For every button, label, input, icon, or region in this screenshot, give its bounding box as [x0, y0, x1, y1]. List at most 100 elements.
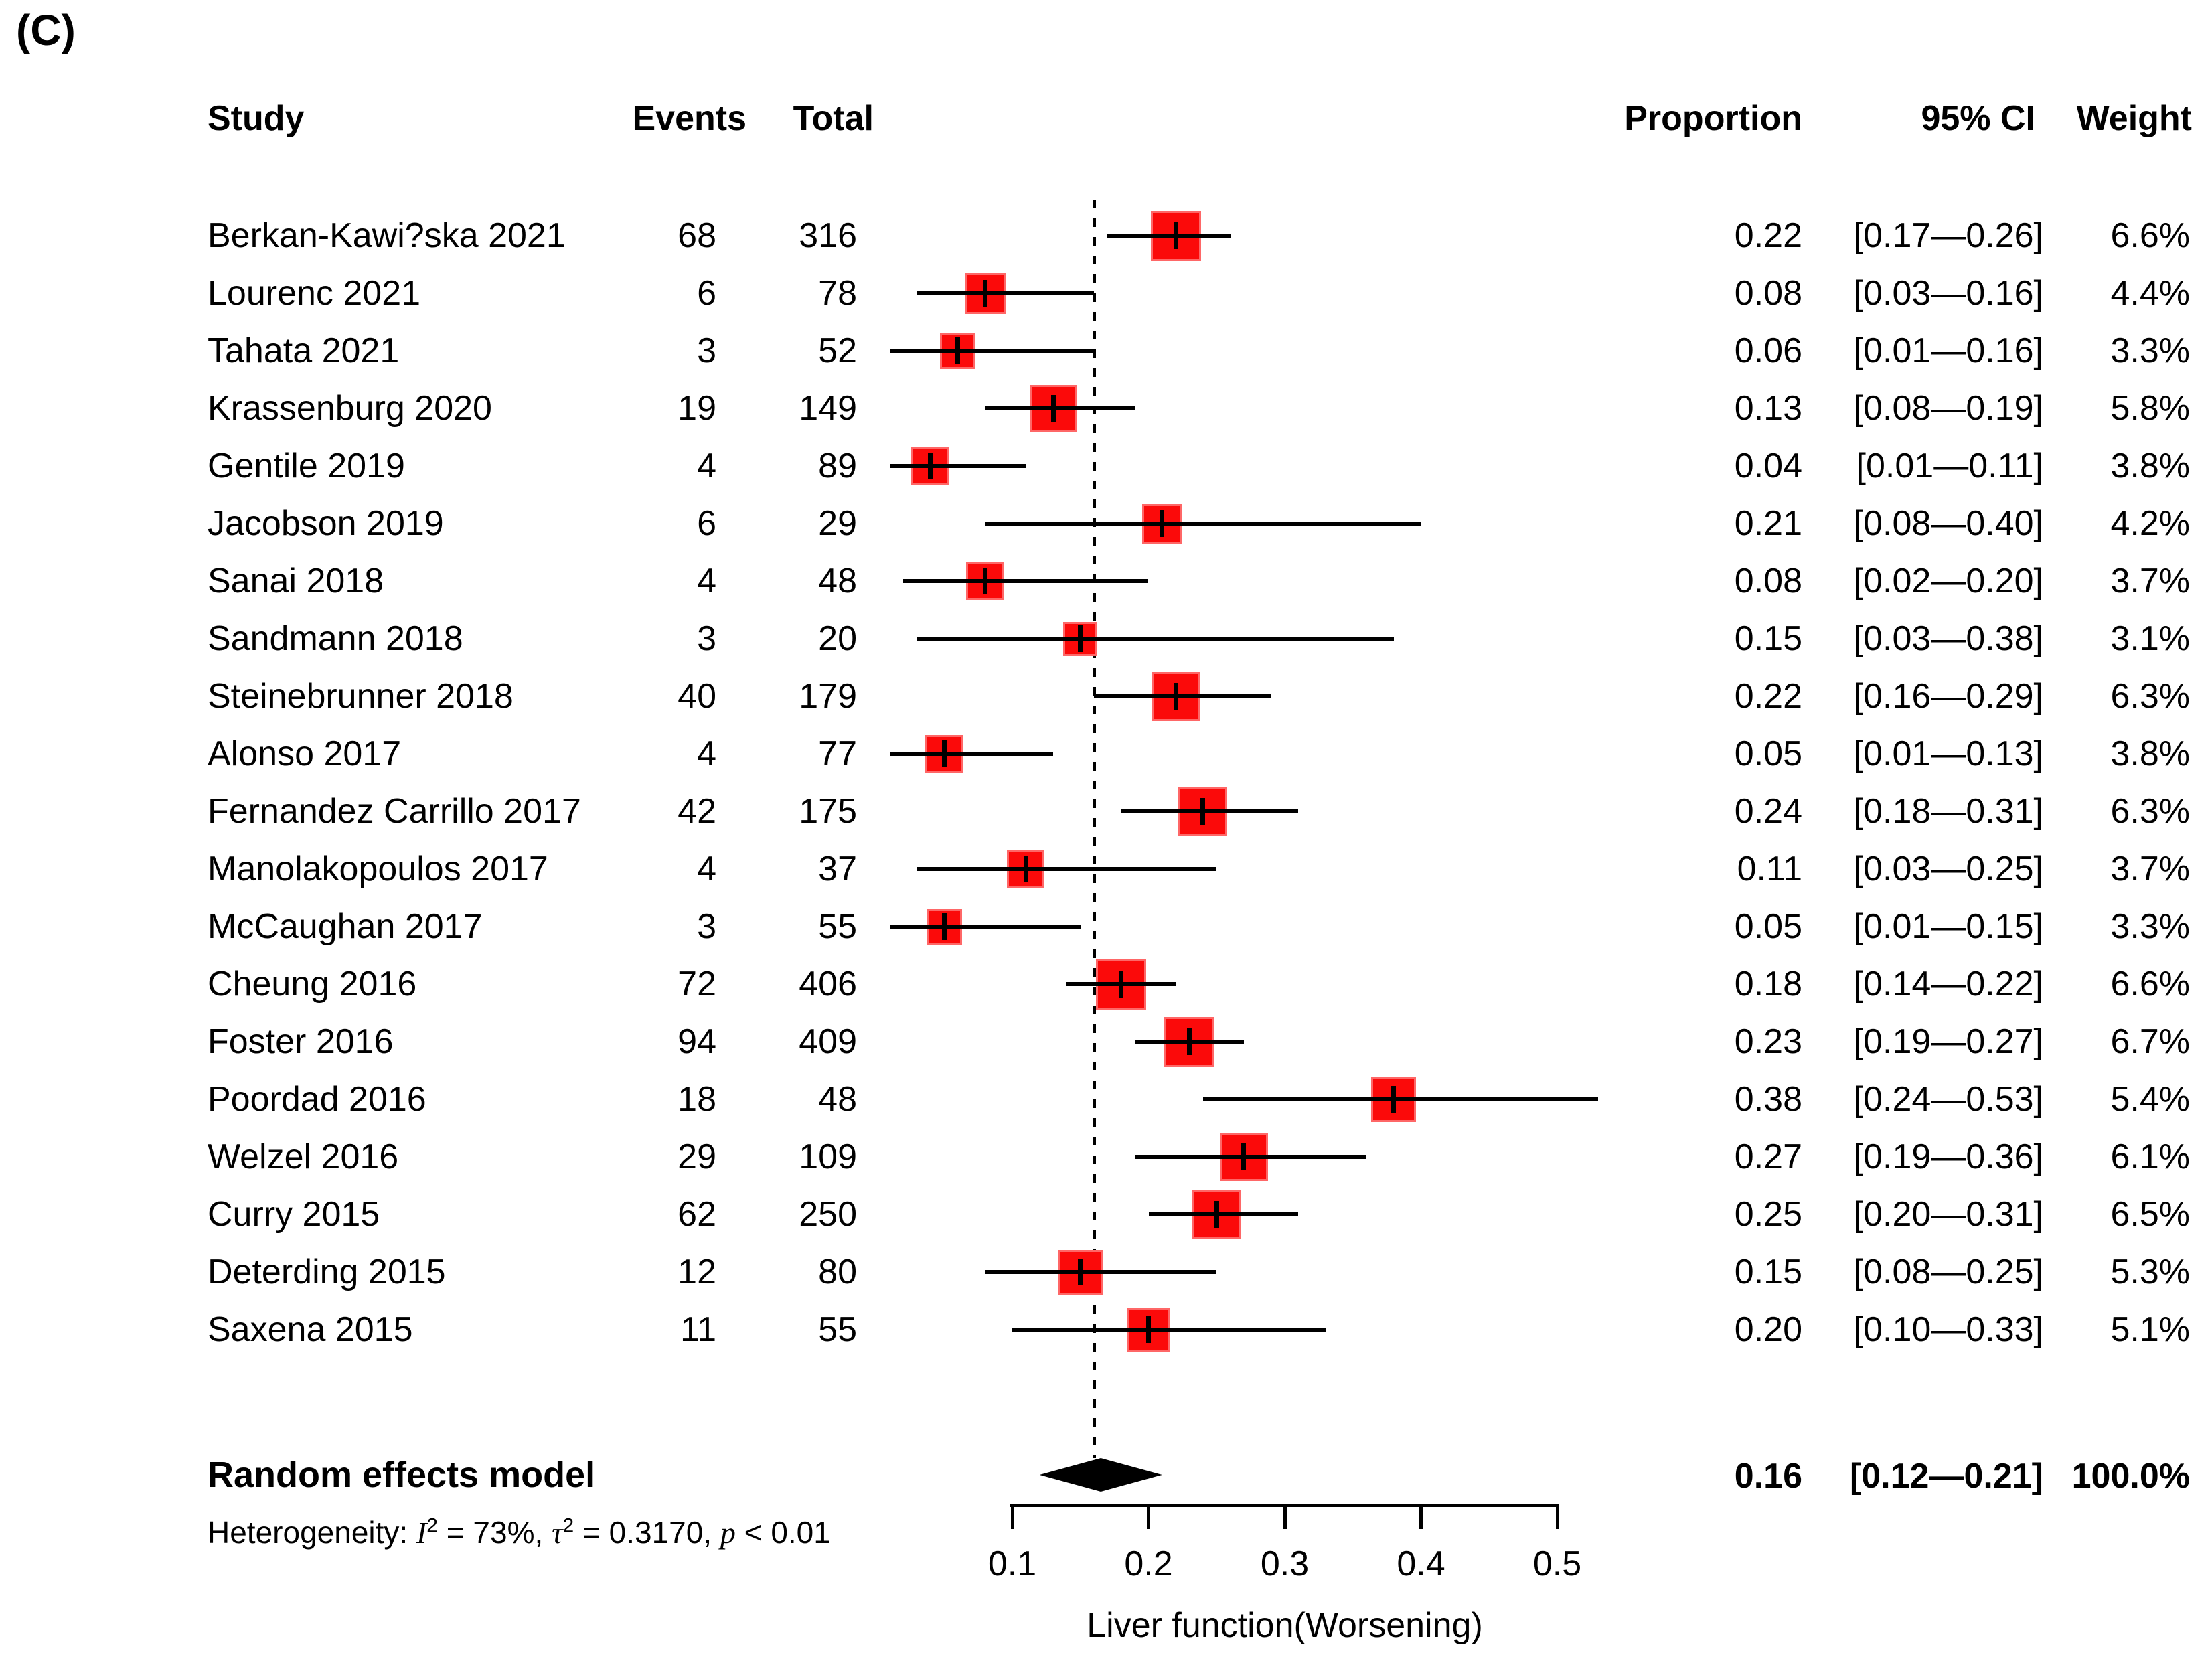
study-weight: 6.3% [2110, 792, 2190, 831]
study-ci: [0.01—0.11] [1856, 447, 2043, 485]
het-seg3: < 0.01 [735, 1515, 831, 1550]
effect-center-tick [941, 913, 947, 940]
effect-center-tick [1023, 856, 1028, 882]
study-ci: [0.03—0.25] [1853, 850, 2043, 888]
het-i-sup: 2 [426, 1514, 438, 1537]
study-total: 89 [818, 447, 857, 485]
study-total: 55 [818, 907, 857, 946]
effect-center-tick [1173, 683, 1178, 710]
study-events: 3 [697, 907, 716, 946]
col-header-ci: 95% CI [1921, 99, 2035, 138]
study-total: 37 [818, 850, 857, 888]
study-proportion: 0.23 [1734, 1022, 1802, 1061]
study-ci: [0.01—0.13] [1853, 734, 2043, 773]
study-ci: [0.08—0.25] [1853, 1253, 2043, 1291]
effect-center-tick [1078, 1259, 1083, 1285]
study-weight: 6.7% [2110, 1022, 2190, 1061]
study-name: Sandmann 2018 [208, 619, 463, 658]
effect-center-tick [1200, 798, 1206, 825]
heterogeneity-note: Heterogeneity: I2 = 73%, τ2 = 0.3170, p … [208, 1514, 831, 1550]
study-ci: [0.19—0.36] [1853, 1137, 2043, 1176]
study-weight: 5.8% [2110, 389, 2190, 428]
x-axis-tick [1419, 1504, 1423, 1529]
study-events: 12 [678, 1253, 716, 1291]
x-axis-tick-label: 0.5 [1532, 1544, 1582, 1583]
ci-line [1135, 1155, 1367, 1159]
study-proportion: 0.04 [1734, 447, 1802, 485]
study-proportion: 0.18 [1734, 965, 1802, 1004]
effect-center-tick [1391, 1086, 1397, 1113]
study-proportion: 0.13 [1734, 389, 1802, 428]
study-ci: [0.03—0.16] [1853, 274, 2043, 313]
summary-weight: 100.0% [2071, 1457, 2190, 1496]
x-axis-tick-label: 0.4 [1397, 1544, 1445, 1583]
study-proportion: 0.06 [1734, 331, 1802, 370]
study-proportion: 0.15 [1734, 1253, 1802, 1291]
study-total: 109 [799, 1137, 857, 1176]
study-weight: 3.3% [2110, 331, 2190, 370]
study-weight: 6.3% [2110, 677, 2190, 716]
effect-center-tick [1187, 1028, 1192, 1055]
col-header-proportion: Proportion [1624, 99, 1802, 138]
study-total: 250 [799, 1195, 857, 1234]
study-ci: [0.18—0.31] [1853, 792, 2043, 831]
study-total: 78 [818, 274, 857, 313]
study-name: Jacobson 2019 [208, 504, 444, 543]
study-total: 149 [799, 389, 857, 428]
study-weight: 5.3% [2110, 1253, 2190, 1291]
effect-center-tick [1078, 625, 1083, 652]
study-events: 19 [678, 389, 716, 428]
x-axis-tick-label: 0.2 [1124, 1544, 1173, 1583]
x-axis-tick [1555, 1504, 1559, 1529]
ci-line [1012, 1328, 1326, 1332]
study-name: Curry 2015 [208, 1195, 380, 1234]
study-ci: [0.17—0.26] [1853, 216, 2043, 255]
ci-line [889, 925, 1081, 929]
effect-center-tick [928, 453, 933, 479]
study-name: Cheung 2016 [208, 965, 417, 1004]
study-proportion: 0.21 [1734, 504, 1802, 543]
x-axis-title: Liver function(Worsening) [1087, 1606, 1483, 1645]
study-events: 3 [697, 619, 716, 658]
study-ci: [0.24—0.53] [1853, 1080, 2043, 1119]
study-events: 42 [678, 792, 716, 831]
effect-center-tick [1160, 510, 1165, 537]
effect-center-tick [941, 740, 947, 767]
ci-line [1148, 1212, 1299, 1216]
study-proportion: 0.24 [1734, 792, 1802, 831]
study-events: 40 [678, 677, 716, 716]
study-name: Tahata 2021 [208, 331, 400, 370]
ci-line [903, 579, 1149, 583]
het-prefix: Heterogeneity: [208, 1515, 416, 1550]
effect-center-tick [1214, 1201, 1219, 1228]
study-events: 62 [678, 1195, 716, 1234]
study-name: Sanai 2018 [208, 562, 384, 601]
study-ci: [0.16—0.29] [1853, 677, 2043, 716]
study-events: 4 [697, 447, 716, 485]
summary-diamond [1039, 1458, 1162, 1492]
study-events: 68 [678, 216, 716, 255]
study-name: Poordad 2016 [208, 1080, 426, 1119]
study-name: Fernandez Carrillo 2017 [208, 792, 581, 831]
study-proportion: 0.11 [1737, 850, 1802, 888]
summary-label: Random effects model [208, 1455, 596, 1495]
study-proportion: 0.22 [1734, 677, 1802, 716]
study-proportion: 0.27 [1734, 1137, 1802, 1176]
study-name: McCaughan 2017 [208, 907, 483, 946]
effect-center-tick [1146, 1316, 1151, 1343]
study-weight: 4.2% [2110, 504, 2190, 543]
study-ci: [0.20—0.31] [1853, 1195, 2043, 1234]
study-name: Alonso 2017 [208, 734, 402, 773]
study-ci: [0.14—0.22] [1853, 965, 2043, 1004]
summary-ci: [0.12—0.21] [1849, 1457, 2043, 1496]
study-events: 72 [678, 965, 716, 1004]
study-ci: [0.08—0.19] [1853, 389, 2043, 428]
study-name: Krassenburg 2020 [208, 389, 492, 428]
study-events: 4 [697, 562, 716, 601]
study-name: Saxena 2015 [208, 1310, 413, 1349]
study-total: 179 [799, 677, 857, 716]
ci-line [1107, 234, 1231, 238]
effect-center-tick [1119, 971, 1124, 998]
effect-center-tick [982, 568, 988, 594]
